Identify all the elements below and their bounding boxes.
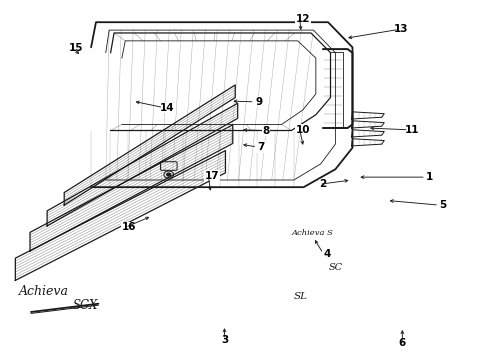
Text: 10: 10 <box>295 125 310 135</box>
Text: 6: 6 <box>399 338 406 348</box>
Text: 4: 4 <box>323 248 331 258</box>
Text: 15: 15 <box>69 43 84 53</box>
Text: 16: 16 <box>122 222 136 232</box>
Text: 13: 13 <box>394 24 409 35</box>
Text: 7: 7 <box>257 142 264 152</box>
Text: 17: 17 <box>204 171 219 181</box>
Text: 1: 1 <box>426 172 433 182</box>
Text: SL: SL <box>294 292 308 301</box>
Text: 5: 5 <box>439 200 446 210</box>
Text: 12: 12 <box>295 14 310 24</box>
Text: 14: 14 <box>160 103 174 113</box>
Text: SCX: SCX <box>73 299 98 312</box>
Circle shape <box>167 173 171 176</box>
Text: 2: 2 <box>319 179 327 189</box>
FancyBboxPatch shape <box>160 162 177 170</box>
Text: 8: 8 <box>262 126 270 135</box>
Text: Achieva: Achieva <box>19 285 69 298</box>
Text: Achieva S: Achieva S <box>292 229 333 237</box>
Text: 11: 11 <box>405 125 419 135</box>
Circle shape <box>164 171 173 178</box>
Text: 3: 3 <box>221 334 228 345</box>
Text: SC: SC <box>329 264 343 273</box>
Text: 9: 9 <box>255 97 262 107</box>
